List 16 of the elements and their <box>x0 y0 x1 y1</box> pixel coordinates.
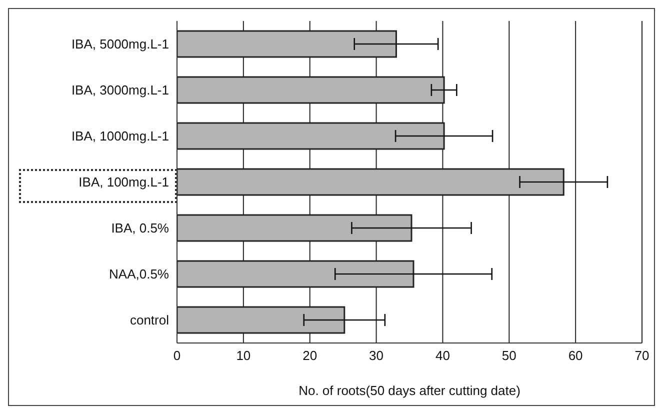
y-tick-label: IBA, 3000mg.L-1 <box>71 82 169 98</box>
y-tick-label: IBA, 1000mg.L-1 <box>71 128 169 144</box>
y-tick-label: IBA, 100mg.L-1 <box>78 174 169 190</box>
x-tick-label: 70 <box>634 348 650 364</box>
x-tick-label: 30 <box>369 348 384 364</box>
y-tick-label: control <box>130 312 170 328</box>
x-tick-label: 40 <box>435 348 450 364</box>
x-tick-label: 20 <box>302 348 318 364</box>
x-axis-title: No. of roots(50 days after cutting date) <box>298 383 520 398</box>
y-tick-label: IBA, 5000mg.L-1 <box>71 36 169 52</box>
y-tick-label: NAA,0.5% <box>109 266 170 282</box>
x-tick-label: 50 <box>502 348 516 364</box>
x-tick-label: 10 <box>236 348 251 364</box>
x-tick-label: 0 <box>173 348 181 364</box>
y-tick-label: IBA, 0.5% <box>111 220 170 236</box>
x-tick-label: 60 <box>568 348 583 364</box>
